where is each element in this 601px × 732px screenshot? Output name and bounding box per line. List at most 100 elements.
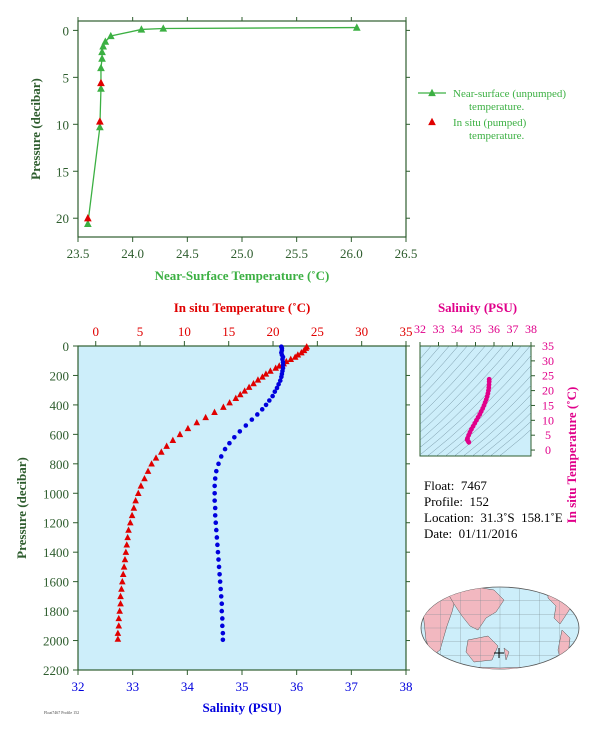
temperature-profile-point	[127, 519, 134, 526]
temperature-profile-point	[211, 408, 218, 415]
profile-bottom-x-tick-label: 35	[236, 679, 249, 694]
near-surface-unpumped-point	[97, 63, 105, 72]
salinity-profile-point	[274, 385, 280, 391]
temperature-profile-point	[119, 570, 127, 577]
salinity-profile-point	[227, 440, 232, 446]
temperature-profile-point	[124, 533, 131, 541]
near-surface-x-tick-label: 24.0	[121, 246, 144, 261]
temperature-profile-point	[137, 482, 145, 489]
temperature-profile-point	[148, 460, 155, 467]
temperature-profile-point	[267, 367, 274, 374]
temperature-profile-point	[163, 442, 170, 449]
temperature-profile-point	[128, 511, 136, 519]
salinity-profile-point	[219, 608, 225, 614]
ts-density-contour-line	[490, 421, 531, 456]
temperature-profile-point	[254, 376, 262, 383]
temperature-profile-point	[120, 563, 128, 570]
temperature-profile-point	[287, 355, 295, 362]
temperature-profile-point	[117, 592, 124, 600]
profile-y-tick-label: 600	[50, 427, 70, 442]
temperature-profile-point	[236, 391, 244, 398]
near-surface-x-tick-label: 24.5	[176, 246, 199, 261]
salinity-profile-point	[216, 557, 221, 562]
profile-bottom-x-tick-label: 32	[72, 679, 85, 694]
profile-number-label: Profile: 152	[424, 494, 489, 509]
ts-density-contour-line	[481, 412, 531, 456]
salinity-profile-point	[215, 549, 221, 555]
salinity-profile-point	[217, 571, 222, 577]
temperature-profile-point	[226, 399, 233, 406]
profile-y-tick-label: 1200	[43, 516, 69, 531]
date-label: Date: 01/11/2016	[424, 526, 518, 541]
ts-density-contour-line	[420, 346, 513, 441]
profile-y-tick-label: 200	[50, 368, 70, 383]
temperature-profile-point	[152, 454, 160, 461]
salinity-profile-point	[212, 498, 217, 503]
temperature-profile-point	[241, 387, 248, 394]
near-surface-unpumped-point	[352, 23, 361, 31]
temperature-profile-point	[141, 474, 148, 482]
temperature-profile-point	[121, 555, 129, 563]
ts-density-contour-line	[420, 346, 522, 448]
salinity-profile-point	[218, 454, 224, 459]
temperature-profile-point	[115, 614, 123, 622]
profile-chart: 0 5 10 15 20 25 30 35 32 33 34 35 36 37 38 0 200 400 600 80…	[14, 300, 413, 715]
near-surface-unpumped-point	[159, 24, 168, 32]
temperature-profile-point	[272, 364, 279, 371]
ts-density-contour-line	[420, 346, 495, 425]
location-label: Location: 31.3˚S 158.1˚E	[424, 510, 563, 525]
ts-density-contour-line	[420, 346, 531, 456]
salinity-profile-point	[255, 412, 260, 417]
ts-y-tick-label: 30	[542, 354, 554, 368]
salinity-profile-point	[214, 468, 219, 474]
temperature-profile-point	[250, 379, 257, 387]
ts-plot-frame	[419, 345, 532, 457]
salinity-profile-point	[219, 601, 225, 607]
salinity-profile-point	[212, 513, 218, 518]
ts-density-contour-line	[420, 346, 477, 408]
temperature-profile-point	[262, 370, 270, 377]
legend-pumped-label-line2: temperature.	[469, 130, 525, 142]
ts-density-contour-line	[420, 346, 486, 416]
profile-y-tick-label: 1600	[43, 575, 69, 590]
ts-x-tick-label: 35	[470, 322, 482, 336]
ts-y-tick-label: 25	[542, 369, 554, 383]
float-id-label: Float: 7467	[424, 478, 487, 493]
temperature-profile-point	[202, 413, 209, 421]
profile-top-x-tick-label: 10	[178, 324, 191, 339]
profile-top-x-tick-label: 30	[355, 324, 368, 339]
profile-y-tick-label: 400	[50, 398, 70, 413]
ts-y-tick-label: 35	[542, 339, 554, 353]
near-surface-unpumped-point	[98, 54, 106, 62]
near-surface-x-axis-label: Near-Surface Temperature (˚C)	[155, 268, 330, 283]
salinity-profile-point	[243, 423, 249, 428]
salinity-profile-point	[232, 435, 237, 440]
temperature-profile-point	[115, 622, 123, 629]
salinity-profile-point	[212, 505, 218, 511]
profile-y-tick-label: 1800	[43, 604, 69, 619]
ts-x-axis-label: Salinity (PSU)	[438, 300, 517, 315]
near-surface-unpumped-point	[97, 84, 105, 92]
salinity-profile-point	[213, 520, 219, 526]
near-surface-y-tick-label: 15	[56, 164, 69, 179]
ts-density-contour-line	[445, 375, 531, 456]
legend-unpumped-label-line1: Near-surface (unpumped)	[453, 88, 566, 100]
salinity-profile-point	[218, 594, 224, 599]
near-surface-unpumped-point	[99, 42, 107, 50]
near-surface-unpumped-point	[83, 219, 92, 228]
profile-top-x-axis-label: In situ Temperature (˚C)	[174, 300, 311, 315]
profile-top-x-tick-label: 35	[400, 324, 413, 339]
temperature-profile-point	[291, 353, 299, 360]
near-surface-legend: Near-surface (unpumped)temperature.In si…	[418, 88, 566, 142]
temperature-profile-point	[158, 448, 165, 455]
legend-pumped-marker	[428, 117, 436, 126]
salinity-profile-point	[249, 417, 255, 422]
ts-x-tick-label: 34	[451, 322, 463, 336]
near-surface-y-tick-label: 20	[56, 211, 69, 226]
temperature-profile-point	[114, 629, 122, 636]
temperature-profile-point	[220, 403, 227, 410]
ts-density-contour-line	[472, 403, 531, 456]
profile-y-tick-label: 2200	[43, 663, 69, 678]
near-surface-unpumped-point	[137, 25, 146, 33]
